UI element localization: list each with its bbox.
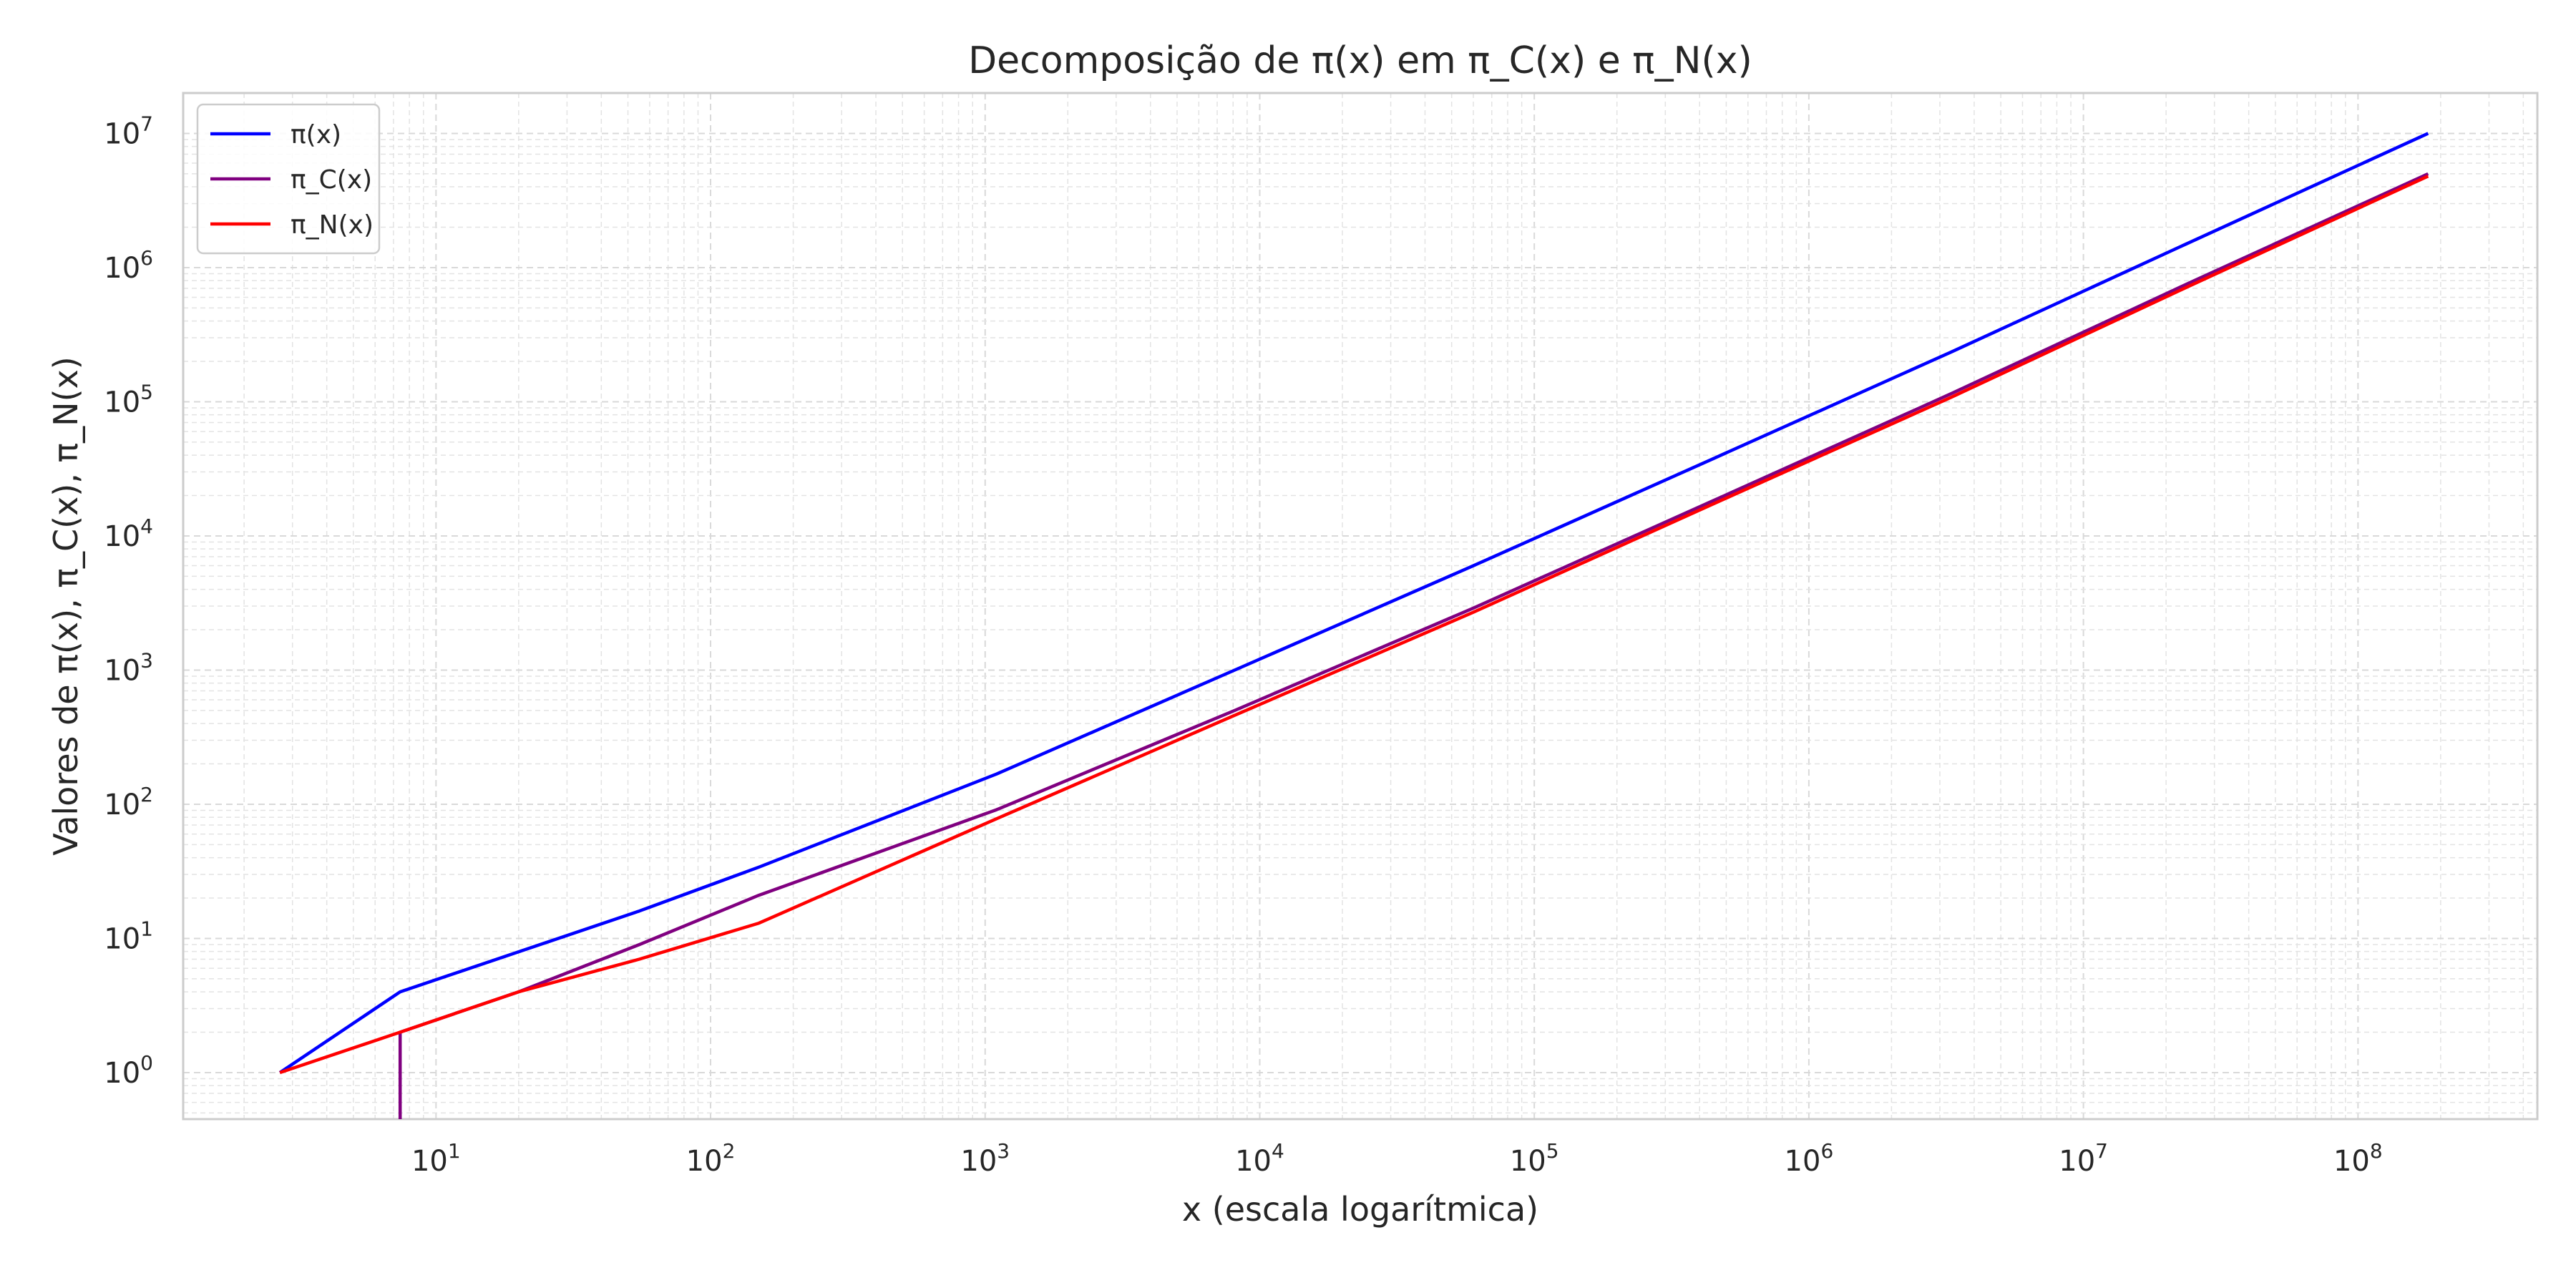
x-tick-label: 105 [1510,1139,1559,1178]
legend-label-pi-n: π_N(x) [291,210,374,240]
y-tick-label: 106 [104,246,153,285]
y-tick-label: 103 [104,648,153,687]
y-tick-label: 100 [104,1051,153,1090]
y-tick-label: 101 [104,917,153,955]
y-tick-label: 104 [104,514,153,553]
x-tick-label: 102 [686,1139,736,1178]
x-tick-label: 108 [2333,1139,2383,1178]
x-tick-label: 106 [1785,1139,1834,1178]
series-layer [278,132,2429,1119]
x-tick-label: 107 [2059,1139,2108,1178]
y-tick-label: 102 [104,783,153,821]
y-tick-labels: 100 101 102 103 104 105 106 107 [104,112,153,1090]
legend-label-pi-c: π_C(x) [291,165,372,195]
y-axis-label: Valores de π(x), π_C(x), π_N(x) [47,356,85,855]
x-tick-labels: 101 102 103 104 105 106 107 108 [411,1139,2383,1178]
series-line-pi [278,132,2429,1074]
legend-box [196,103,381,255]
y-tick-label: 107 [104,112,153,150]
x-tick-label: 101 [411,1139,461,1178]
series-line-pi-n [279,175,2429,1075]
x-tick-label: 104 [1235,1139,1284,1178]
legend: π(x) π_C(x) π_N(x) [196,103,381,255]
x-tick-label: 103 [960,1139,1010,1178]
plot-frame [182,92,2539,1121]
x-axis-label: x (escala logarítmica) [1182,1190,1538,1229]
chart-title: Decomposição de π(x) em π_C(x) e π_N(x) [968,39,1752,82]
legend-label-pi: π(x) [291,120,341,150]
grid [183,92,2537,1119]
y-tick-label: 105 [104,380,153,419]
